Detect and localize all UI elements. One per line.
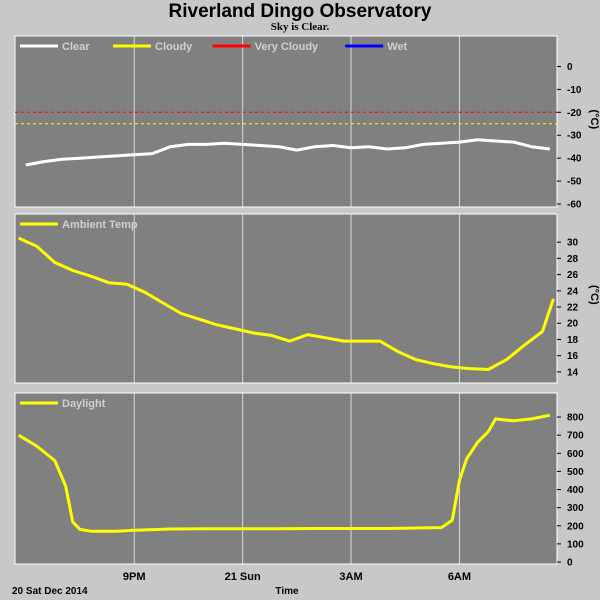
y-tick-label: 800 — [567, 413, 584, 424]
x-tick-label: 9PM — [123, 571, 146, 583]
y-tick-label: 24 — [567, 286, 579, 297]
y-tick-label: -50 — [567, 177, 582, 188]
y-tick-label: -40 — [567, 154, 582, 165]
y-tick-label: 28 — [567, 254, 579, 265]
y-tick-label: 0 — [567, 558, 573, 569]
y-tick-label: 30 — [567, 238, 579, 249]
y-tick-label: -10 — [567, 85, 582, 96]
legend-label: Daylight — [62, 398, 106, 410]
y-tick-label: 16 — [567, 351, 579, 362]
y-tick-label: 100 — [567, 539, 584, 550]
y-tick-label: 300 — [567, 503, 584, 514]
legend-label: Cloudy — [155, 41, 193, 53]
y-tick-label: 14 — [567, 367, 579, 378]
series-line — [17, 236, 555, 371]
unit-label: (°C) — [588, 110, 600, 130]
date-label: 20 Sat Dec 2014 — [12, 586, 88, 597]
legend-label: Wet — [387, 41, 407, 53]
y-tick-label: -60 — [567, 200, 582, 211]
y-tick-label: -30 — [567, 131, 582, 142]
x-axis-label: Time — [275, 586, 299, 597]
panel-background — [14, 213, 558, 384]
y-tick-label: 400 — [567, 485, 584, 496]
unit-label: (°C) — [588, 285, 600, 305]
y-tick-label: 18 — [567, 335, 579, 346]
page-title: Riverland Dingo Observatory — [168, 1, 432, 22]
y-tick-label: 20 — [567, 319, 579, 330]
series-line — [25, 138, 550, 167]
x-tick-label: 21 Sun — [225, 571, 261, 583]
y-tick-label: 700 — [567, 431, 584, 442]
y-tick-label: 0 — [567, 62, 573, 73]
panel-sky: 0 -10 -20 -30 -40 -50 -60 (°C) Clear Cloudy Very C… — [14, 35, 600, 211]
panel-background — [14, 392, 558, 565]
y-tick-label: 200 — [567, 521, 584, 532]
y-tick-label: 500 — [567, 467, 584, 478]
y-tick-label: 26 — [567, 270, 579, 281]
y-tick-label: -20 — [567, 108, 582, 119]
legend-label: Very Cloudy — [255, 41, 319, 53]
legend-label: Ambient Temp — [62, 219, 138, 231]
x-tick-label: 3AM — [339, 571, 362, 583]
panel-background — [14, 35, 558, 208]
panel-ambient: 30 28 26 24 22 20 18 16 14 (°C) Ambient Temp — [14, 213, 600, 384]
y-tick-label: 22 — [567, 303, 579, 314]
x-tick-label: 6AM — [448, 571, 471, 583]
series-line — [17, 413, 551, 533]
legend-label: Clear — [62, 41, 90, 53]
sky-status-subtitle: Sky is Clear. — [270, 21, 330, 33]
y-tick-label: 600 — [567, 449, 584, 460]
panel-daylight: 800 700 600 500 400 300 200 100 0 Daylight — [14, 392, 584, 569]
